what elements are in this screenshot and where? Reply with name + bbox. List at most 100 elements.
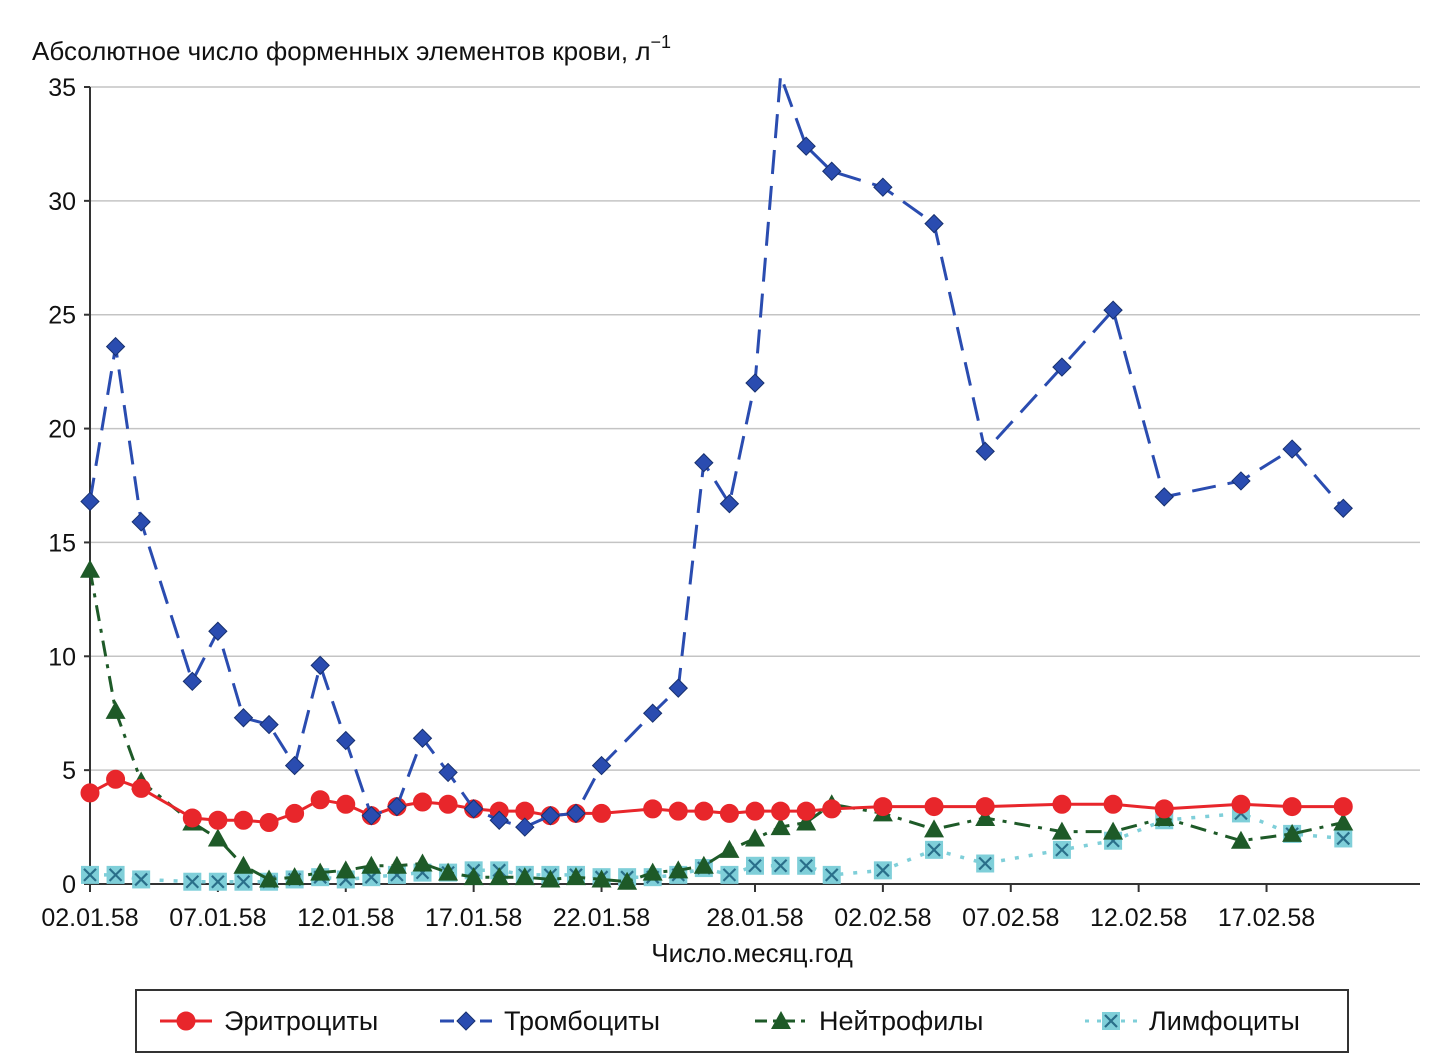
data-point	[1231, 471, 1251, 491]
data-point	[591, 869, 612, 888]
y-tick-label: 5	[62, 757, 76, 785]
data-point	[924, 213, 944, 234]
data-point	[310, 655, 330, 676]
data-point	[1282, 439, 1302, 459]
data-point	[565, 867, 586, 886]
y-tick-label: 20	[48, 416, 76, 444]
data-point	[336, 730, 356, 751]
legend-label: Тромбоциты	[504, 1006, 660, 1036]
data-point	[745, 801, 765, 821]
x-tick-label: 07.02.58	[962, 904, 1059, 932]
data-point	[80, 559, 100, 578]
data-point	[234, 872, 253, 891]
legend-swatch-marker	[176, 1011, 196, 1031]
data-point	[924, 797, 944, 817]
data-point	[284, 867, 305, 886]
data-point	[771, 856, 790, 875]
data-point	[975, 807, 996, 826]
data-point	[489, 810, 509, 830]
y-axis-title-unit-sup: −1	[651, 32, 672, 52]
data-point	[259, 714, 279, 735]
data-point	[668, 860, 689, 879]
y-tick-label: 0	[62, 871, 76, 899]
data-point	[1231, 794, 1251, 814]
data-point	[1154, 487, 1174, 507]
data-point	[1051, 821, 1072, 840]
data-point	[975, 441, 995, 462]
legend-box	[135, 989, 1349, 1053]
y-tick-label: 35	[48, 74, 76, 102]
data-point	[1333, 797, 1353, 817]
data-point	[207, 828, 228, 847]
data-point	[131, 512, 151, 532]
data-point	[873, 177, 893, 197]
legend-swatch-marker	[456, 1011, 476, 1031]
data-point	[80, 491, 100, 512]
data-point	[183, 872, 202, 891]
legend: Эритроциты Тромбоциты Нейтрофилы Лимфоциты	[135, 989, 1349, 1053]
data-point	[233, 810, 253, 830]
y-tick-label: 15	[48, 529, 76, 557]
data-point	[1103, 821, 1124, 840]
grid-lines	[90, 86, 1420, 771]
data-point	[540, 805, 561, 826]
data-point	[719, 494, 740, 514]
data-point	[797, 856, 816, 875]
x-tick-label: 12.01.58	[297, 904, 394, 932]
y-tick-label: 10	[48, 643, 76, 671]
data-point	[515, 817, 535, 837]
data-point	[924, 819, 945, 838]
data-point	[694, 801, 714, 821]
data-point	[285, 803, 305, 823]
data-point	[719, 803, 739, 823]
data-point	[1230, 830, 1251, 849]
data-point	[745, 373, 765, 393]
data-point	[822, 865, 841, 884]
data-point	[361, 805, 382, 826]
data-point	[208, 872, 227, 891]
legend-item: Эритроциты	[160, 1006, 378, 1036]
data-point	[796, 136, 816, 156]
data-point	[1282, 823, 1303, 842]
data-point	[310, 790, 330, 810]
data-point	[976, 854, 995, 873]
legend-label: Нейтрофилы	[819, 1006, 983, 1036]
data-point	[796, 812, 817, 831]
data-point	[182, 671, 203, 692]
legend-label: Эритроциты	[224, 1006, 378, 1036]
data-point	[105, 700, 126, 719]
data-point	[822, 799, 842, 819]
data-point	[208, 621, 228, 641]
data-point	[105, 336, 126, 357]
data-point	[643, 799, 663, 819]
legend-item: Нейтрофилы	[755, 1006, 983, 1036]
x-tick-label: 17.02.58	[1218, 904, 1315, 932]
data-point	[719, 839, 740, 858]
data-point	[822, 161, 842, 181]
data-point	[642, 862, 663, 881]
data-point	[1052, 357, 1072, 377]
data-point	[412, 853, 433, 872]
y-tick-label: 25	[48, 302, 76, 330]
data-point	[182, 808, 202, 828]
data-point	[566, 803, 586, 824]
axes	[84, 86, 1420, 892]
legend-label: Лимфоциты	[1149, 1006, 1300, 1036]
series-line	[88, 569, 1344, 884]
data-point	[591, 755, 612, 776]
data-point	[1052, 840, 1071, 859]
data-point	[259, 813, 279, 833]
data-point	[413, 792, 432, 812]
y-tick-label: 30	[48, 188, 76, 216]
x-tick-label: 02.02.58	[834, 904, 931, 932]
data-point	[80, 783, 100, 803]
data-point	[1103, 300, 1123, 320]
data-point	[438, 762, 458, 783]
data-point	[259, 869, 280, 888]
data-point	[1103, 794, 1123, 814]
x-tick-label: 12.02.58	[1090, 904, 1187, 932]
data-point	[310, 862, 331, 881]
data-point	[361, 855, 382, 874]
data-point	[873, 797, 893, 817]
data-point	[770, 817, 791, 836]
